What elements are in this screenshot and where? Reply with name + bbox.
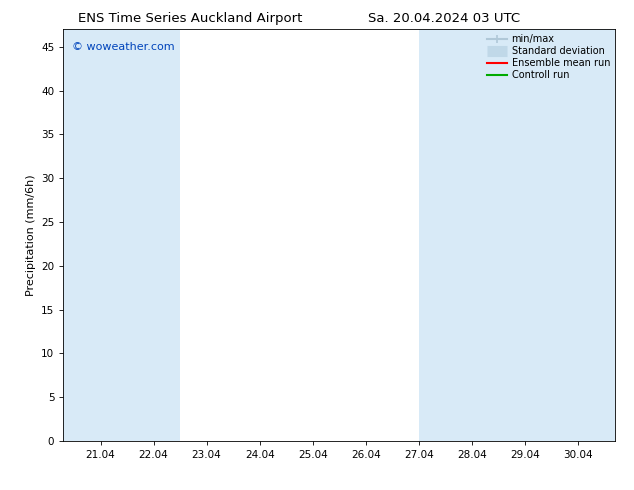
Legend: min/max, Standard deviation, Ensemble mean run, Controll run: min/max, Standard deviation, Ensemble me… xyxy=(486,32,612,82)
Text: © woweather.com: © woweather.com xyxy=(72,42,174,52)
Bar xyxy=(127,29,180,441)
Bar xyxy=(63,29,127,441)
Bar xyxy=(552,29,615,441)
Y-axis label: Precipitation (mm/6h): Precipitation (mm/6h) xyxy=(25,174,36,296)
Bar xyxy=(418,29,472,441)
Text: Sa. 20.04.2024 03 UTC: Sa. 20.04.2024 03 UTC xyxy=(368,12,520,25)
Text: ENS Time Series Auckland Airport: ENS Time Series Auckland Airport xyxy=(78,12,302,25)
Bar xyxy=(472,29,552,441)
